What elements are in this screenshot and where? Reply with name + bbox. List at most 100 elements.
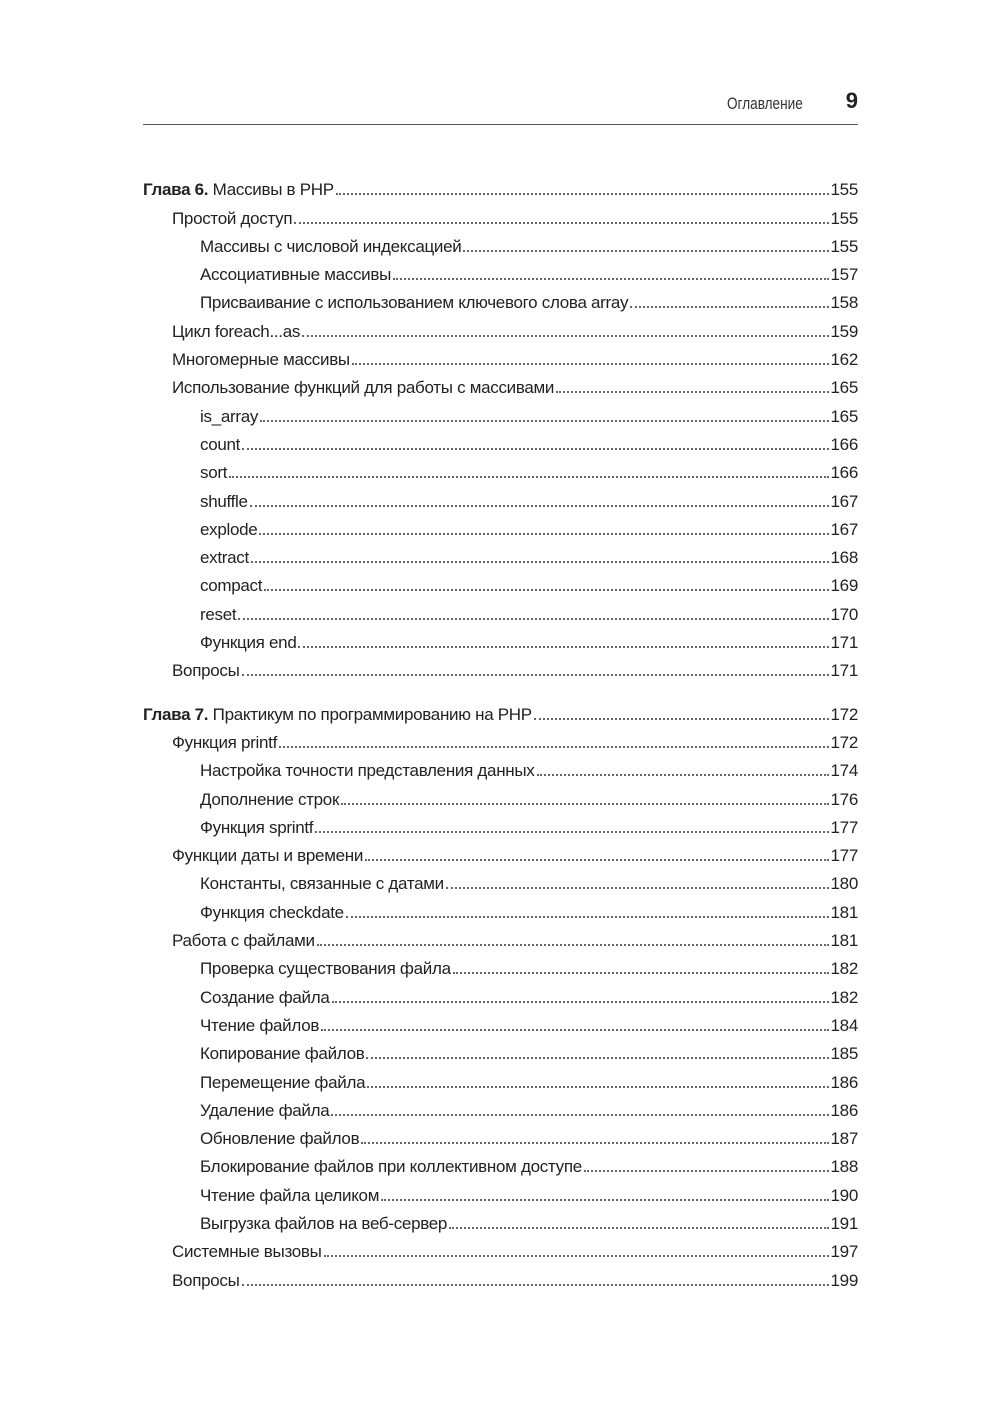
toc-entry-title: Использование функций для работы с масси… — [172, 378, 555, 398]
toc-entry[interactable]: Цикл foreach...as 159 — [143, 313, 858, 341]
toc-entry[interactable]: Присваивание с использованием ключевого … — [143, 285, 858, 313]
running-header-title: Оглавление — [727, 94, 803, 113]
toc-entry[interactable]: Функция checkdate 181 — [143, 894, 858, 922]
toc-entry-title: Функция printf — [172, 732, 278, 752]
toc-entry[interactable]: compact 169 — [143, 568, 858, 596]
toc-entry-title: Чтение файлов — [200, 1015, 320, 1035]
toc-entry-title: reset — [200, 604, 237, 624]
toc-entry[interactable]: Чтение файлов 184 — [143, 1008, 858, 1036]
toc-entry[interactable]: Удаление файла 186 — [143, 1093, 858, 1121]
toc-page-number: 172 — [830, 732, 859, 752]
toc-page-number: 177 — [830, 817, 859, 837]
toc-entry[interactable]: Настройка точности представления данных 1… — [143, 753, 858, 781]
toc-entry[interactable]: Использование функций для работы с масси… — [143, 370, 858, 398]
toc-entry-title: Перемещение файла — [200, 1072, 366, 1092]
dot-leader — [365, 859, 829, 862]
toc-entry[interactable]: Вопросы 199 — [143, 1262, 858, 1290]
toc-entry[interactable]: shuffle 167 — [143, 483, 858, 511]
toc-entry[interactable]: Обновление файлов 187 — [143, 1121, 858, 1149]
toc-entry[interactable]: count 166 — [143, 427, 858, 455]
toc-entry-title: Блокирование файлов при коллективном дос… — [200, 1157, 582, 1177]
toc-chapter: Глава 6. Массивы в PHP 155 Простой доступ 1… — [143, 172, 858, 681]
toc-entry[interactable]: Дополнение строк 176 — [143, 781, 858, 809]
dot-leader — [335, 193, 829, 196]
toc-page-number: 182 — [830, 987, 859, 1007]
dot-leader — [259, 532, 829, 535]
toc-page-number: 165 — [830, 378, 859, 398]
toc-page-number: 190 — [830, 1185, 859, 1205]
toc-entry[interactable]: Чтение файла целиком 190 — [143, 1177, 858, 1205]
toc-page-number: 169 — [830, 576, 859, 596]
toc-chapter: Глава 7. Практикум по программированию н… — [143, 696, 858, 1290]
dot-leader — [321, 1028, 829, 1031]
toc-entry-title: compact — [200, 576, 263, 596]
toc-page-number: 181 — [830, 902, 859, 922]
toc-entry[interactable]: Функция end 171 — [143, 625, 858, 653]
toc-entry-title: shuffle — [200, 491, 248, 511]
toc-entry-title: extract — [200, 548, 249, 568]
toc-entry[interactable]: Работа с файлами 181 — [143, 923, 858, 951]
toc-entry-title: Функция end — [200, 633, 297, 653]
table-of-contents: Глава 6. Массивы в PHP 155 Простой доступ 1… — [143, 172, 858, 1306]
toc-entry[interactable]: Функции даты и времени 177 — [143, 838, 858, 866]
toc-entry-title: explode — [200, 519, 258, 539]
toc-entry[interactable]: is_array 165 — [143, 398, 858, 426]
toc-page-number: 182 — [830, 959, 859, 979]
dot-leader — [323, 1255, 829, 1258]
chapter-title: Практикум по программированию на PHP — [212, 704, 532, 724]
toc-entry[interactable]: Вопросы 171 — [143, 653, 858, 681]
dot-leader — [366, 1057, 829, 1060]
toc-entry[interactable]: Функция sprintf 177 — [143, 810, 858, 838]
toc-entry[interactable]: sort 166 — [143, 455, 858, 483]
toc-entry[interactable]: Создание файла 182 — [143, 979, 858, 1007]
toc-entry-title: Цикл foreach...as — [172, 321, 301, 341]
toc-entry-title: Функции даты и времени — [172, 846, 364, 866]
toc-entry[interactable]: Блокирование файлов при коллективном дос… — [143, 1149, 858, 1177]
toc-entry[interactable]: Выгрузка файлов на веб-сервер 191 — [143, 1206, 858, 1234]
toc-entry[interactable]: Массивы с числовой индексацией 155 — [143, 229, 858, 257]
toc-entry[interactable]: Простой доступ 155 — [143, 200, 858, 228]
toc-entry[interactable]: Ассоциативные массивы 157 — [143, 257, 858, 285]
toc-page-number: 180 — [830, 874, 859, 894]
toc-page-number: 177 — [830, 846, 859, 866]
toc-entry-title: Вопросы — [172, 1270, 240, 1290]
toc-entry[interactable]: Проверка существования файла 182 — [143, 951, 858, 979]
toc-entry[interactable]: Функция printf 172 — [143, 725, 858, 753]
toc-entry[interactable]: Константы, связанные с датами 180 — [143, 866, 858, 894]
dot-leader — [294, 221, 829, 224]
dot-leader — [302, 334, 829, 337]
dot-leader — [279, 745, 829, 748]
toc-page-number: 172 — [830, 704, 859, 724]
toc-page-number: 188 — [830, 1157, 859, 1177]
toc-page-number: 162 — [830, 350, 859, 370]
toc-page-number: 187 — [830, 1129, 859, 1149]
toc-page-number: 155 — [830, 236, 859, 256]
dot-leader — [583, 1170, 829, 1173]
toc-page-number: 186 — [830, 1100, 859, 1120]
toc-entry[interactable]: Копирование файлов 185 — [143, 1036, 858, 1064]
toc-entry[interactable]: Системные вызовы 197 — [143, 1234, 858, 1262]
toc-entry-title: Вопросы — [172, 661, 240, 681]
dot-leader — [445, 887, 829, 890]
toc-page-number: 181 — [830, 931, 859, 951]
toc-entry[interactable]: Многомерные массивы 162 — [143, 342, 858, 370]
toc-entry-title: is_array — [200, 406, 259, 426]
toc-chapter-row[interactable]: Глава 6. Массивы в PHP 155 — [143, 172, 858, 200]
toc-page-number: 186 — [830, 1072, 859, 1092]
dot-leader — [298, 646, 829, 649]
toc-page-number: 174 — [830, 761, 859, 781]
page-number: 9 — [845, 88, 858, 113]
toc-entry-title: Дополнение строк — [200, 789, 340, 809]
toc-entry[interactable]: extract 168 — [143, 540, 858, 568]
toc-page-number: 167 — [830, 491, 859, 511]
toc-entry-title: Ассоциативные массивы — [200, 265, 391, 285]
dot-leader — [630, 306, 829, 309]
toc-entry[interactable]: reset 170 — [143, 596, 858, 624]
dot-leader — [242, 447, 829, 450]
toc-chapter-row[interactable]: Глава 7. Практикум по программированию н… — [143, 696, 858, 724]
toc-chapter-label: Глава 7. Практикум по программированию н… — [143, 705, 532, 725]
dot-leader — [241, 1283, 829, 1286]
toc-entry[interactable]: Перемещение файла 186 — [143, 1064, 858, 1092]
toc-entry-title: Присваивание с использованием ключевого … — [200, 293, 629, 313]
toc-entry[interactable]: explode 167 — [143, 512, 858, 540]
